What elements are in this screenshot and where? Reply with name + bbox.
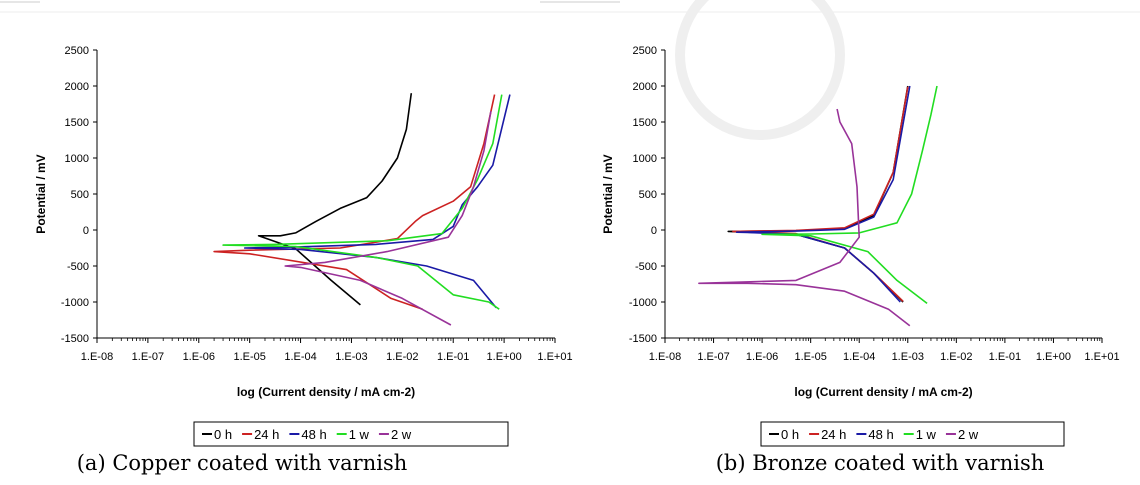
y-tick-label: 1500 (633, 117, 657, 129)
y-tick-label: 2000 (633, 81, 657, 93)
x-tick-label: 1.E+00 (1036, 351, 1071, 363)
legend-label: 0 h (781, 427, 799, 442)
legend-label: 1 w (349, 427, 370, 442)
x-tick-label: 1.E-06 (183, 351, 215, 363)
x-tick-label: 1.E-04 (284, 351, 316, 363)
y-tick-label: -1500 (629, 333, 657, 345)
y-axis-title: Potential / mV (601, 154, 615, 233)
y-tick-label: 1000 (633, 153, 657, 165)
y-tick-label: 1500 (65, 117, 89, 129)
x-tick-label: 1.E-04 (843, 351, 875, 363)
x-axis-title: log (Current density / mA cm-2) (237, 385, 415, 399)
y-tick-label: -500 (635, 261, 657, 273)
y-tick-label: -1000 (629, 297, 657, 309)
y-tick-label: 2500 (633, 45, 657, 57)
chart-panel-1: 2500 2000 1500 1000 500 0 -500 -1000 -1500 1.E-08… (34, 45, 573, 475)
legend-label: 2 w (958, 427, 979, 442)
y-tick-label: 0 (651, 225, 657, 237)
legend-label: 0 h (214, 427, 232, 442)
y-tick-label: 500 (639, 189, 657, 201)
x-tick-label: 1.E-02 (940, 351, 972, 363)
y-tick-label: -500 (67, 261, 89, 273)
x-tick-label: 1.E-01 (989, 351, 1021, 363)
x-tick-label: 1.E-02 (386, 351, 418, 363)
x-tick-label: 1.E-03 (892, 351, 924, 363)
chart-panel-2: 2500 2000 1500 1000 500 0 -500 -1000 -1500 1.E-08… (601, 45, 1120, 475)
x-tick-label: 1.E+00 (487, 351, 522, 363)
x-tick-label: 1.E-05 (233, 351, 265, 363)
series-line-24h (213, 94, 496, 310)
legend-label: 24 h (821, 427, 846, 442)
y-tick-label: 1000 (65, 153, 89, 165)
panel-caption: (b) Bronze coated with varnish (716, 451, 1045, 475)
legend-label: 24 h (254, 427, 279, 442)
legend: 0 h 24 h 48 h 1 w 2 w (760, 421, 1065, 447)
x-tick-label: 1.E-05 (794, 351, 826, 363)
x-tick-label: 1.E+01 (537, 351, 572, 363)
y-tick-label: 500 (71, 189, 89, 201)
y-tick-label: 0 (83, 225, 89, 237)
y-axis-title: Potential / mV (34, 154, 48, 233)
x-tick-label: 1.E+01 (1084, 351, 1119, 363)
x-axis-title: log (Current density / mA cm-2) (794, 385, 972, 399)
legend-label: 48 h (868, 427, 893, 442)
series-line-48h (243, 94, 511, 309)
series-line-2w (698, 108, 911, 327)
legend-label: 48 h (301, 427, 326, 442)
series-line-48h (735, 85, 911, 303)
x-tick-label: 1.E-07 (697, 351, 729, 363)
series-line-1w (761, 85, 938, 305)
x-tick-label: 1.E-08 (649, 351, 681, 363)
legend-label: 1 w (916, 427, 937, 442)
panel-caption: (a) Copper coated with varnish (77, 451, 408, 475)
y-tick-label: 2500 (65, 45, 89, 57)
y-tick-label: 2000 (65, 81, 89, 93)
legend-label: 2 w (391, 427, 412, 442)
legend: 0 h 24 h 48 h 1 w 2 w (193, 421, 509, 447)
x-tick-label: 1.E-06 (746, 351, 778, 363)
series-line-2w (284, 111, 492, 326)
x-tick-label: 1.E-01 (437, 351, 469, 363)
x-tick-label: 1.E-08 (81, 351, 113, 363)
y-tick-label: -1000 (61, 297, 89, 309)
y-tick-label: -1500 (61, 333, 89, 345)
x-tick-label: 1.E-07 (132, 351, 164, 363)
x-tick-label: 1.E-03 (335, 351, 367, 363)
